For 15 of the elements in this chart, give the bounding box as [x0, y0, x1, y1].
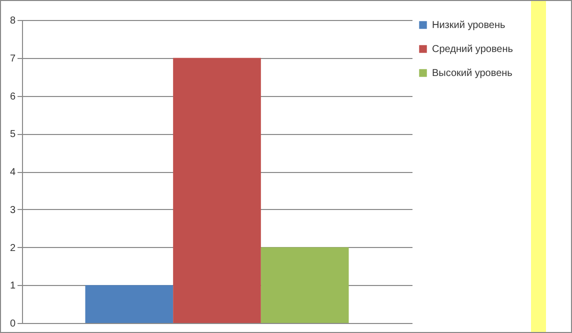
y-tick-label: 6	[10, 91, 16, 102]
legend-label: Высокий уровень	[432, 68, 512, 79]
y-tick-label: 1	[10, 280, 16, 292]
bar	[173, 58, 261, 323]
bar	[85, 285, 174, 323]
legend-label: Низкий уровень	[432, 20, 506, 31]
bar	[260, 247, 349, 323]
y-tick-label: 2	[10, 242, 16, 254]
y-tick-label: 0	[10, 318, 16, 330]
legend-label: Средний уровень	[432, 44, 513, 55]
y-tick-label: 4	[10, 167, 16, 178]
y-tick-label: 3	[10, 204, 16, 216]
y-tick-label: 7	[10, 53, 16, 64]
y-tick-label: 5	[10, 129, 16, 140]
y-tick-label: 8	[10, 16, 16, 26]
